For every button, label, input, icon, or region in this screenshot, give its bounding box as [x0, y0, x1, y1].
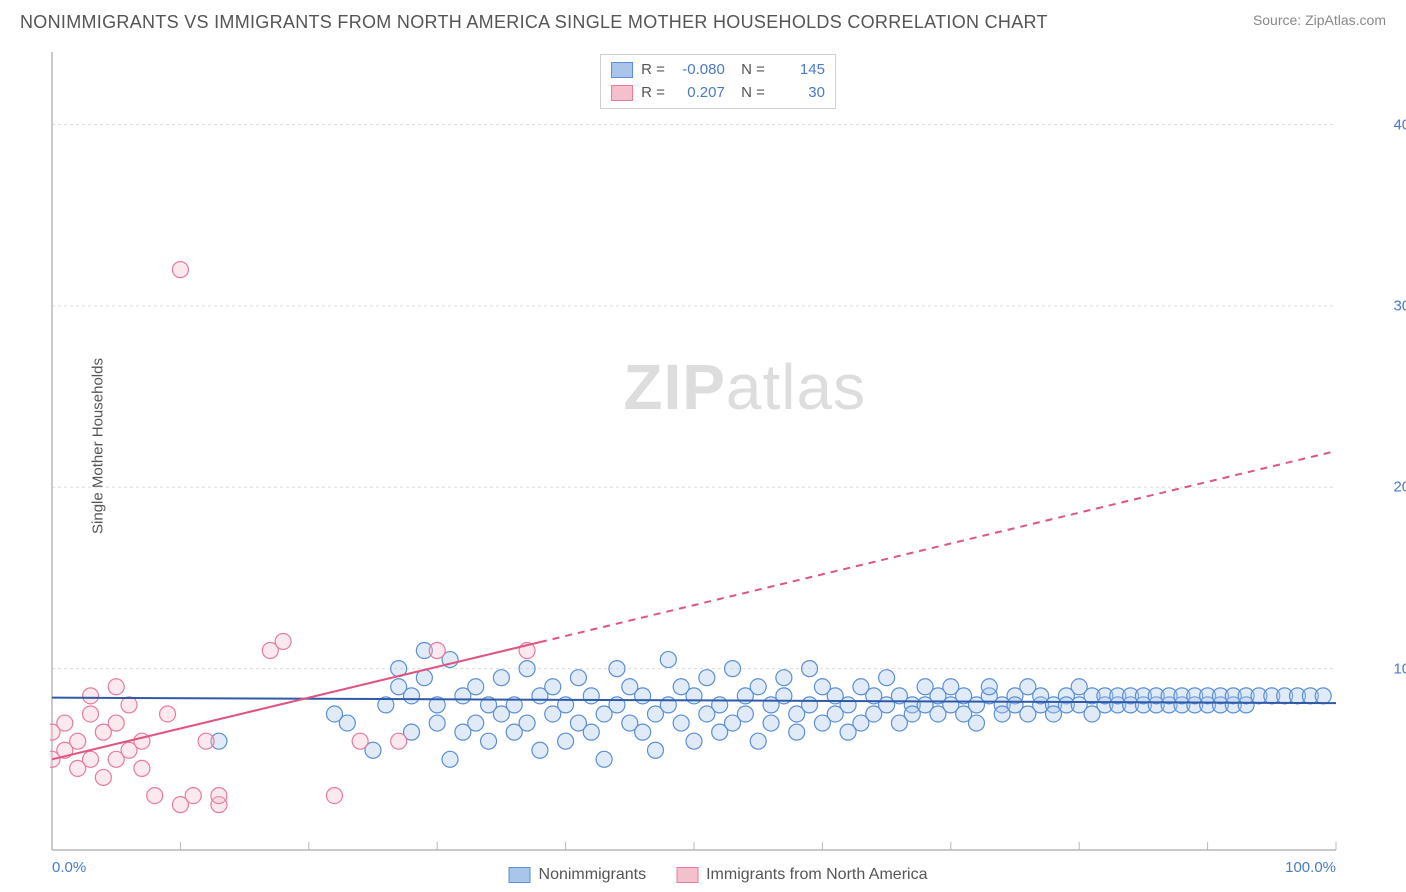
n-value: 30: [773, 82, 825, 105]
r-value: -0.080: [673, 59, 725, 82]
r-value: 0.207: [673, 82, 725, 105]
y-tick-label: 20.0%: [1393, 479, 1406, 496]
n-value: 145: [773, 59, 825, 82]
legend-swatch: [611, 85, 633, 101]
legend-swatch: [509, 867, 531, 883]
r-label: R =: [641, 82, 665, 105]
legend-swatch: [611, 62, 633, 78]
y-tick-label: 30.0%: [1393, 297, 1406, 314]
chart-source: Source: ZipAtlas.com: [1253, 12, 1386, 28]
series-legend-item: Nonimmigrants: [509, 866, 647, 884]
x-tick-label: 100.0%: [1285, 859, 1336, 876]
series-legend-label: Immigrants from North America: [706, 866, 927, 884]
y-tick-label: 40.0%: [1393, 116, 1406, 133]
series-legend-item: Immigrants from North America: [676, 866, 927, 884]
chart-header: NONIMMIGRANTS VS IMMIGRANTS FROM NORTH A…: [0, 0, 1406, 41]
chart-area: ZIPatlas R =-0.080 N =145R =0.207 N =30 …: [50, 50, 1386, 852]
n-label: N =: [733, 59, 765, 82]
correlation-legend-row: R = 0.207 N = 30: [611, 82, 825, 105]
correlation-legend: R = -0.080 N = 145 R = 0.207 N = 30: [600, 54, 836, 109]
legend-swatch: [676, 867, 698, 883]
series-legend: Nonimmigrants Immigrants from North Ameri…: [509, 866, 928, 884]
chart-title: NONIMMIGRANTS VS IMMIGRANTS FROM NORTH A…: [20, 12, 1048, 33]
scatter-plot: [50, 50, 1386, 852]
r-label: R =: [641, 59, 665, 82]
n-label: N =: [733, 82, 765, 105]
correlation-legend-row: R = -0.080 N = 145: [611, 59, 825, 82]
x-tick-label: 0.0%: [52, 859, 86, 876]
y-tick-label: 10.0%: [1393, 660, 1406, 677]
series-legend-label: Nonimmigrants: [539, 866, 647, 884]
